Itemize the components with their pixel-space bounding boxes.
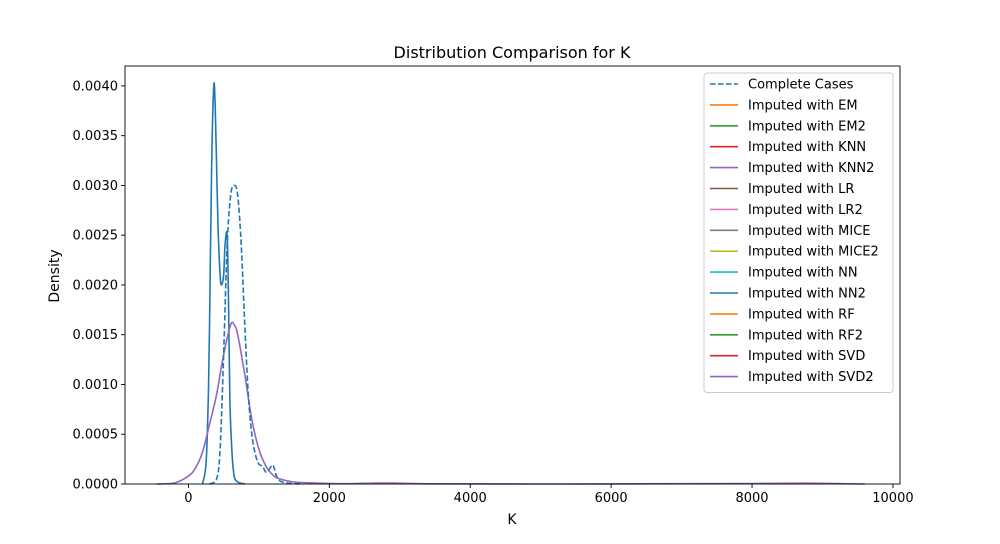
legend-label: Imputed with MICE2 bbox=[748, 245, 879, 260]
legend-label: Imputed with KNN bbox=[748, 140, 866, 155]
y-tick-label: 0.0025 bbox=[73, 229, 119, 244]
x-tick-label: 10000 bbox=[872, 491, 913, 506]
legend-label: Complete Cases bbox=[748, 78, 854, 93]
legend-label: Imputed with NN2 bbox=[748, 287, 866, 302]
x-tick-label: 8000 bbox=[735, 491, 768, 506]
legend-frame bbox=[703, 72, 894, 393]
legend-label: Imputed with RF2 bbox=[748, 328, 863, 343]
y-axis-title: Density bbox=[47, 249, 63, 302]
legend-label: Imputed with LR bbox=[748, 182, 854, 197]
x-axis-title: K bbox=[507, 512, 517, 528]
legend: Complete Cases Imputed with EM Imputed wit… bbox=[703, 72, 894, 393]
y-tick-label: 0.0040 bbox=[73, 79, 119, 94]
legend-label: Imputed with LR2 bbox=[748, 203, 863, 218]
chart-title: Distribution Comparison for K bbox=[394, 43, 631, 62]
legend-label: Imputed with SVD2 bbox=[748, 370, 874, 385]
axes: 0 2000 4000 6000 8000 10000 0.0000 0.0005 0.0010… bbox=[73, 65, 914, 506]
x-tick-label: 2000 bbox=[313, 491, 346, 506]
y-tick-label: 0.0005 bbox=[73, 428, 119, 443]
legend-label: Imputed with EM2 bbox=[748, 119, 866, 134]
y-tick-label: 0.0035 bbox=[73, 129, 119, 144]
x-tick-label: 0 bbox=[184, 491, 192, 506]
y-tick-label: 0.0015 bbox=[73, 328, 119, 343]
y-tick-label: 0.0020 bbox=[73, 278, 119, 293]
x-tick-label: 4000 bbox=[454, 491, 487, 506]
y-tick-label: 0.0010 bbox=[73, 378, 119, 393]
legend-label: Imputed with NN bbox=[748, 266, 858, 281]
legend-label: Imputed with SVD bbox=[748, 349, 865, 364]
legend-label: Imputed with RF bbox=[748, 307, 855, 322]
y-tick-label: 0.0000 bbox=[73, 478, 119, 493]
x-tick-label: 6000 bbox=[595, 491, 628, 506]
series-line-10 bbox=[201, 82, 245, 485]
legend-label: Imputed with KNN2 bbox=[748, 161, 874, 176]
y-tick-label: 0.0030 bbox=[73, 179, 119, 194]
legend-label: Imputed with EM bbox=[748, 98, 858, 113]
legend-label: Imputed with MICE bbox=[748, 224, 871, 239]
plot-frame bbox=[124, 65, 901, 485]
series-line-0 bbox=[209, 184, 302, 485]
